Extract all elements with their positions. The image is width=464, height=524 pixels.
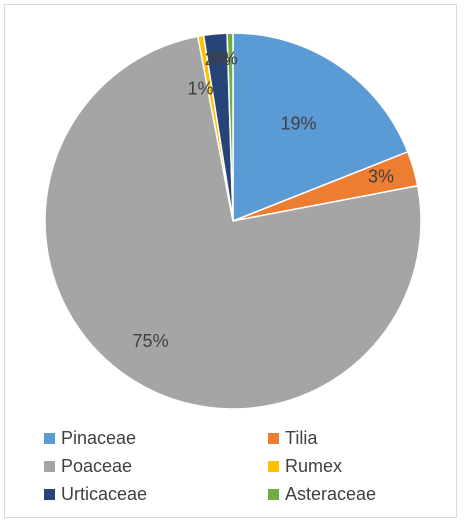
data-label-urticaceae: 2% <box>205 49 231 69</box>
legend-label-rumex: Rumex <box>285 456 343 476</box>
legend-item-asteraceae: Asteraceae <box>268 484 376 505</box>
legend-item-pinaceae: Pinaceae <box>44 428 136 449</box>
legend-label-asteraceae: Asteraceae <box>285 484 377 504</box>
legend-swatch-tilia <box>268 433 279 444</box>
legend-label-poaceae: Poaceae <box>61 456 133 476</box>
legend-label-pinaceae: Pinaceae <box>61 428 137 448</box>
legend-item-tilia: Tilia <box>268 428 317 449</box>
legend-swatch-urticaceae <box>44 489 55 500</box>
legend-swatch-pinaceae <box>44 433 55 444</box>
legend-item-urticaceae: Urticaceae <box>44 484 147 505</box>
pie-slice-poaceae <box>44 35 422 410</box>
pie-slice-asteraceae <box>226 32 234 222</box>
legend-swatch-asteraceae <box>268 489 279 500</box>
data-label-pinaceae: 19% <box>281 113 317 133</box>
legend-label-tilia: Tilia <box>285 428 318 448</box>
legend-swatch-poaceae <box>44 461 55 472</box>
data-label-asteraceae: 0% <box>212 48 238 68</box>
legend-swatch-rumex <box>268 461 279 472</box>
data-label-tilia: 3% <box>368 167 394 187</box>
legend-item-poaceae: Poaceae <box>44 456 132 477</box>
data-label-poaceae: 75% <box>133 331 169 351</box>
data-label-rumex: 1% <box>187 78 213 98</box>
pie-slice-pinaceae <box>232 32 409 223</box>
legend-item-rumex: Rumex <box>268 456 342 477</box>
legend-label-urticaceae: Urticaceae <box>61 484 148 504</box>
